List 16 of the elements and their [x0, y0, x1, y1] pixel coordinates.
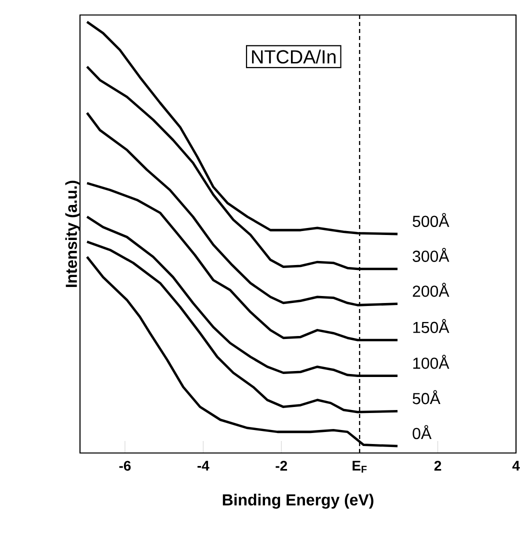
series-label: 300Å	[412, 248, 450, 262]
x-tick-label: -2	[276, 460, 288, 471]
x-tick-label: E$_{F}$	[352, 460, 367, 473]
y-axis-title: Intensity (a.u.)	[65, 180, 80, 287]
series-label: 50Å	[412, 390, 440, 404]
x-axis-title: Binding Energy (eV)	[222, 494, 374, 509]
x-tick-label: 4	[512, 460, 520, 470]
text: NTCDA/In	[252, 50, 336, 64]
x-tick-label: 2	[434, 460, 442, 471]
x-tick-label: -4	[198, 460, 210, 470]
series-label: 0Å	[412, 425, 432, 440]
x-tick-label: -6	[119, 460, 131, 471]
series-label: 150Å	[413, 319, 450, 334]
series-label: 200Å	[412, 282, 450, 297]
series-label: 100Å	[413, 354, 450, 369]
series-label: 500Å	[412, 212, 450, 228]
